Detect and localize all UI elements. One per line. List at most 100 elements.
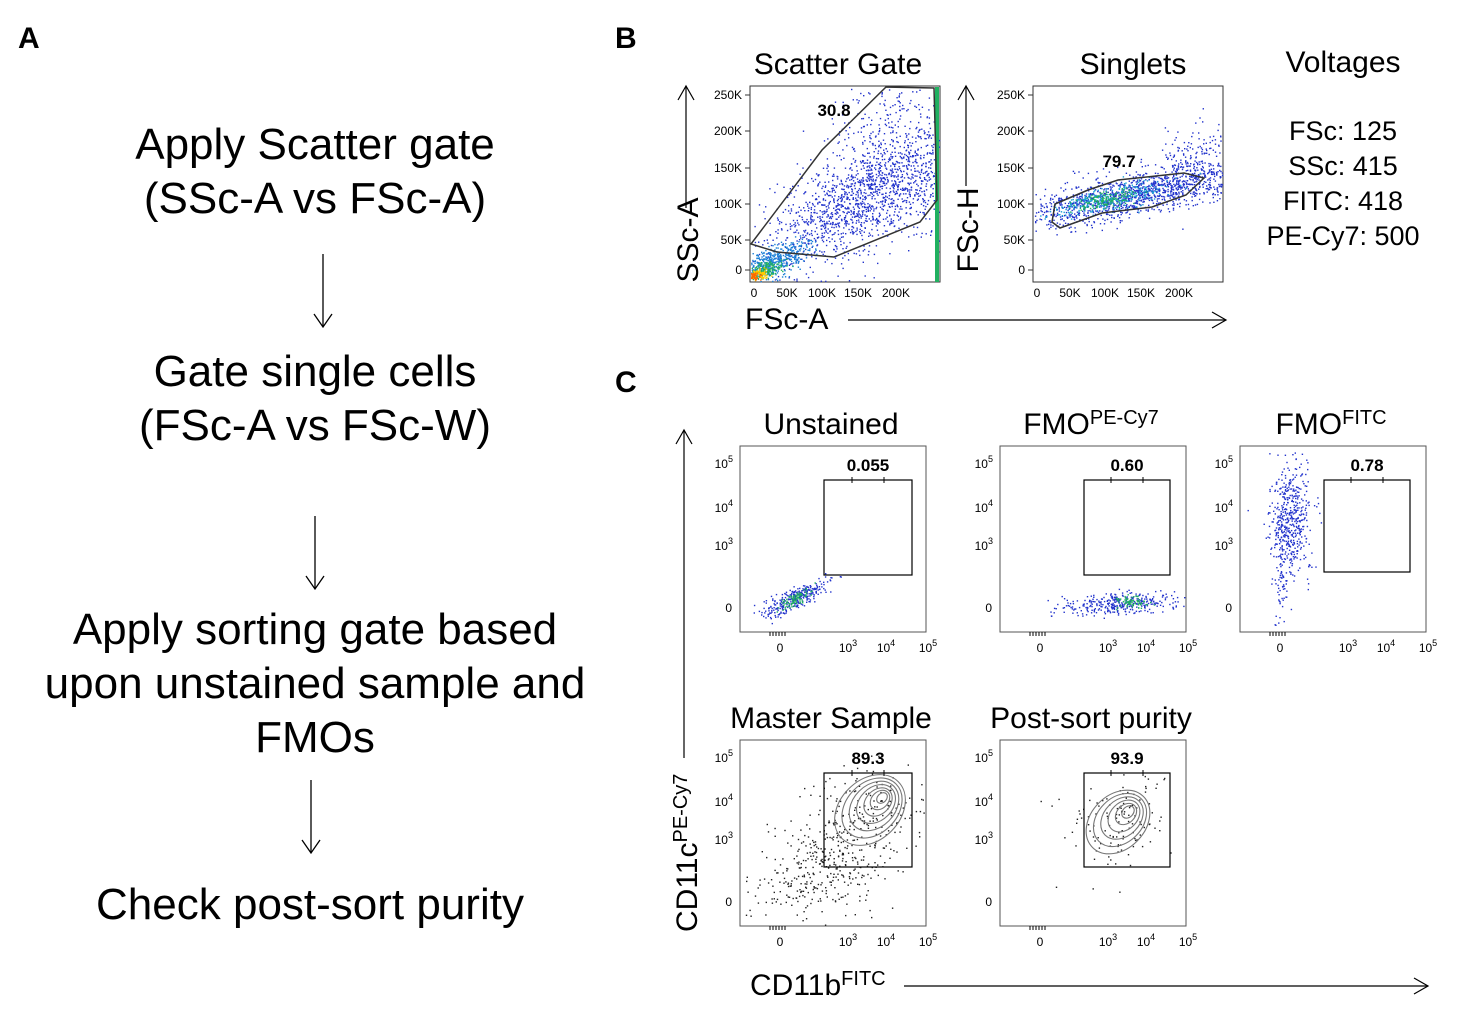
facs-plot-title: FMOFITC xyxy=(1275,407,1386,441)
y-tick-label: 250K xyxy=(997,88,1025,102)
facs-plot: FMOFITC 105 104 103 0 0 103 104 105 0.78 xyxy=(1215,407,1438,655)
up-arrow-icon xyxy=(677,84,695,101)
x-tick-label: 105 xyxy=(1179,638,1197,655)
voltages-title: Voltages xyxy=(1285,46,1401,79)
down-arrow-icon xyxy=(313,254,333,329)
x-tick-label: 150K xyxy=(1127,286,1155,300)
down-arrow-icon xyxy=(305,516,325,591)
right-arrow-icon xyxy=(1211,311,1228,329)
y-tick-label: 105 xyxy=(975,454,993,471)
facs-plot-frame xyxy=(999,739,1187,927)
facs-plot: Post-sort purity 105 104 103 0 0 103 104 105 93.9 xyxy=(975,702,1198,949)
up-arrow-icon xyxy=(957,84,975,101)
y-tick-label: 100K xyxy=(714,197,742,211)
y-tick-label: 104 xyxy=(715,498,733,515)
y-tick-label: 0 xyxy=(725,895,732,909)
scatter-gate-polygon xyxy=(749,86,938,258)
x-tick-label: 104 xyxy=(877,932,895,949)
y-tick-label: 200K xyxy=(997,124,1025,138)
x-tick-label: 0 xyxy=(1037,935,1044,949)
gate-percentage: 89.3 xyxy=(851,749,884,768)
singlets-title: Singlets xyxy=(1080,48,1187,81)
ssc-a-axis-label: SSc-A xyxy=(672,197,705,282)
y-tick-label: 250K xyxy=(714,88,742,102)
y-tick-label: 200K xyxy=(714,124,742,138)
x-tick-label: 100K xyxy=(808,286,836,300)
facs-plot: Unstained 105 104 103 0 0 103 104 105 0.055 xyxy=(715,408,938,655)
voltage-line: SSc: 415 xyxy=(1288,151,1398,181)
singlets-y-ticks: 250K 200K 150K 100K 50K 0 xyxy=(997,88,1033,277)
facs-plot-title: Unstained xyxy=(763,408,898,441)
y-tick-label: 103 xyxy=(715,830,733,847)
x-tick-label: 0 xyxy=(1277,641,1284,655)
singlets-plot: Singlets 79.7 250K 200K 150K 100K 50K 0 0 50K 1… xyxy=(952,48,1224,300)
x-tick-label: 0 xyxy=(1037,641,1044,655)
y-tick-label: 104 xyxy=(715,792,733,809)
x-tick-label: 103 xyxy=(839,932,857,949)
y-tick-label: 103 xyxy=(975,830,993,847)
panel-label-c: C xyxy=(615,366,637,399)
x-tick-label: 103 xyxy=(839,638,857,655)
x-tick-label: 103 xyxy=(1339,638,1357,655)
y-tick-label: 0 xyxy=(1225,601,1232,615)
y-tick-label: 105 xyxy=(715,748,733,765)
sorting-gate-box xyxy=(1323,479,1411,573)
y-tick-label: 150K xyxy=(997,161,1025,175)
facs-plot-frame xyxy=(739,739,927,927)
sorting-gate-box xyxy=(1083,479,1171,576)
right-arrow-icon xyxy=(1413,977,1430,995)
facs-plot-frame xyxy=(739,445,927,633)
y-tick-label: 104 xyxy=(975,498,993,515)
y-tick-label: 105 xyxy=(975,748,993,765)
x-tick-label: 100K xyxy=(1091,286,1119,300)
y-tick-label: 103 xyxy=(975,536,993,553)
scatter-y-ticks: 250K 200K 150K 100K 50K 0 xyxy=(714,88,750,277)
panel-label-b: B xyxy=(615,22,637,55)
cd11c-axis-label: CD11cPE-Cy7 xyxy=(670,774,704,932)
scatter-x-ticks: 0 50K 100K 150K 200K xyxy=(751,286,910,300)
y-tick-label: 104 xyxy=(1215,498,1233,515)
scatter-gate-plot: Scatter Gate 30.8 250K 200K 150K 100K 50K 0 0… xyxy=(672,48,1228,336)
y-tick-label: 104 xyxy=(975,792,993,809)
x-tick-label: 0 xyxy=(1034,286,1041,300)
voltage-line: FITC: 418 xyxy=(1282,186,1404,216)
y-tick-label: 0 xyxy=(985,895,992,909)
voltages-block: Voltages FSc: 125 SSc: 415 FITC: 418 PE-… xyxy=(1233,45,1453,254)
panel-c-plots: Unstained 105 104 103 0 0 103 104 105 0.055 FMOPE-… xyxy=(715,407,1438,949)
fsc-h-axis-label: FSc-H xyxy=(952,188,985,273)
y-tick-label: 0 xyxy=(1018,263,1025,277)
workflow-step-4: Check post-sort purity xyxy=(96,880,524,929)
workflow-step-1: Apply Scatter gate (SSc-A vs FSc-A) xyxy=(135,120,495,223)
voltage-line: PE-Cy7: 500 xyxy=(1266,221,1420,251)
x-tick-label: 104 xyxy=(1377,638,1395,655)
y-tick-label: 0 xyxy=(735,263,742,277)
x-tick-label: 104 xyxy=(1137,932,1155,949)
y-tick-label: 50K xyxy=(1004,233,1025,247)
x-tick-label: 200K xyxy=(882,286,910,300)
facs-plot-title: Post-sort purity xyxy=(990,702,1192,735)
x-tick-label: 103 xyxy=(1099,638,1117,655)
facs-plot-title: Master Sample xyxy=(730,702,932,735)
x-tick-label: 0 xyxy=(777,641,784,655)
singlets-x-ticks: 0 50K 100K 150K 200K xyxy=(1034,286,1193,300)
y-tick-label: 150K xyxy=(714,161,742,175)
singlets-gate-value: 79.7 xyxy=(1102,152,1135,171)
y-tick-label: 103 xyxy=(1215,536,1233,553)
scatter-gate-value: 30.8 xyxy=(817,101,850,120)
y-tick-label: 0 xyxy=(985,601,992,615)
gate-percentage: 0.60 xyxy=(1110,456,1143,475)
x-tick-label: 103 xyxy=(1099,932,1117,949)
facs-plot: FMOPE-Cy7 105 104 103 0 0 103 104 105 0.60 xyxy=(975,407,1198,655)
workflow-step-2: Gate single cells (FSc-A vs FSc-W) xyxy=(139,347,491,450)
down-arrow-icon xyxy=(301,780,321,855)
singlets-gate-polygon xyxy=(1051,172,1206,229)
x-tick-label: 105 xyxy=(1179,932,1197,949)
y-tick-label: 0 xyxy=(725,601,732,615)
x-tick-label: 0 xyxy=(777,935,784,949)
scatter-gate-title: Scatter Gate xyxy=(754,48,922,81)
y-tick-label: 50K xyxy=(721,233,742,247)
sorting-gate-box xyxy=(823,479,913,576)
y-tick-label: 103 xyxy=(715,536,733,553)
x-tick-label: 50K xyxy=(776,286,797,300)
